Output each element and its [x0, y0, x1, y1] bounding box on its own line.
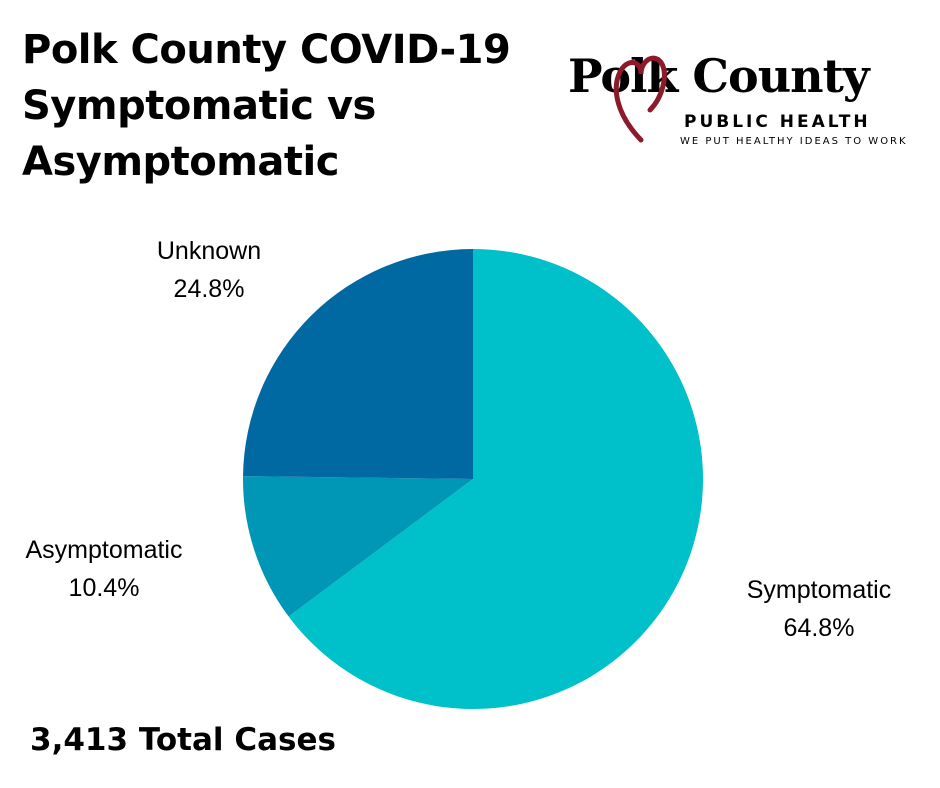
heart-icon — [613, 55, 667, 143]
label-symptomatic-name: Symptomatic — [746, 576, 892, 604]
title-line-1: Polk County COVID-19 — [22, 27, 511, 73]
logo-subtitle: PUBLIC HEALTH — [684, 112, 871, 132]
label-symptomatic: Symptomatic 64.8% — [724, 571, 914, 647]
pie-slice-asymptomatic — [243, 476, 473, 617]
label-unknown-pct: 24.8% — [173, 275, 245, 303]
chart-title: Polk County COVID-19 Symptomatic vs Asym… — [22, 22, 542, 190]
pie-slice-symptomatic — [288, 249, 703, 709]
label-asymptomatic-name: Asymptomatic — [25, 536, 183, 564]
label-symptomatic-pct: 64.8% — [783, 614, 855, 642]
total-cases: 3,413 Total Cases — [30, 722, 336, 758]
label-unknown: Unknown 24.8% — [124, 232, 294, 308]
label-unknown-name: Unknown — [156, 237, 262, 265]
label-asymptomatic: Asymptomatic 10.4% — [4, 531, 204, 607]
logo-tagline: WE PUT HEALTHY IDEAS TO WORK — [680, 136, 908, 147]
title-line-3: Asymptomatic — [22, 139, 339, 185]
polk-county-logo: Polk County PUBLIC HEALTH WE PUT HEALTHY… — [566, 36, 920, 148]
title-line-2: Symptomatic vs — [22, 83, 376, 129]
label-asymptomatic-pct: 10.4% — [68, 574, 140, 602]
pie-slice-unknown — [243, 249, 473, 479]
